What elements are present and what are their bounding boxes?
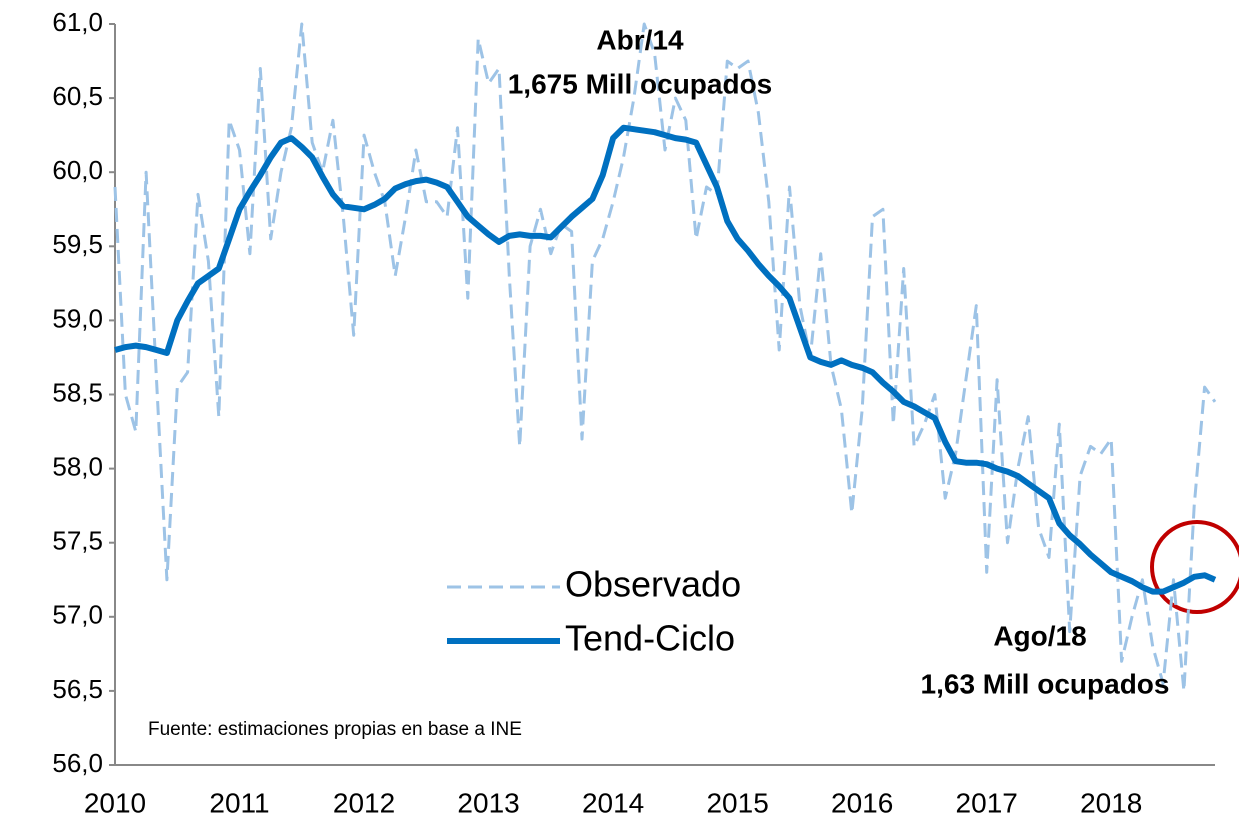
x-tick-label: 2018 — [1080, 787, 1142, 818]
y-tick-label: 58,0 — [52, 451, 103, 481]
x-tick-label: 2017 — [956, 787, 1018, 818]
highlight-circle — [1150, 520, 1239, 614]
y-tick-label: 56,5 — [52, 674, 103, 704]
y-tick-label: 57,0 — [52, 600, 103, 630]
annotation: Ago/18 — [993, 620, 1086, 651]
x-tick-label: 2016 — [831, 787, 893, 818]
annotation: 1,675 Mill ocupados — [508, 68, 773, 99]
annotation: Abr/14 — [596, 24, 684, 55]
y-tick-label: 60,5 — [52, 81, 103, 111]
legend-label: Tend-Ciclo — [565, 618, 735, 659]
y-tick-label: 59,0 — [52, 303, 103, 333]
source-note: Fuente: estimaciones propias en base a I… — [148, 719, 522, 740]
legend-label: Observado — [565, 564, 741, 605]
x-tick-label: 2015 — [706, 787, 768, 818]
annotation: 1,63 Mill ocupados — [921, 668, 1170, 699]
y-tick-label: 59,5 — [52, 229, 103, 259]
y-tick-label: 56,0 — [52, 748, 103, 778]
x-tick-label: 2011 — [209, 787, 269, 818]
x-tick-label: 2012 — [333, 787, 395, 818]
y-tick-label: 58,5 — [52, 377, 103, 407]
series-line — [113, 22, 1217, 693]
x-tick-label: 2010 — [84, 787, 146, 818]
x-tick-label: 2013 — [457, 787, 519, 818]
y-tick-label: 61,0 — [52, 7, 103, 37]
y-tick-label: 60,0 — [52, 155, 103, 185]
y-tick-label: 57,5 — [52, 526, 103, 556]
x-tick-label: 2014 — [582, 787, 644, 818]
series-line — [114, 124, 1217, 595]
